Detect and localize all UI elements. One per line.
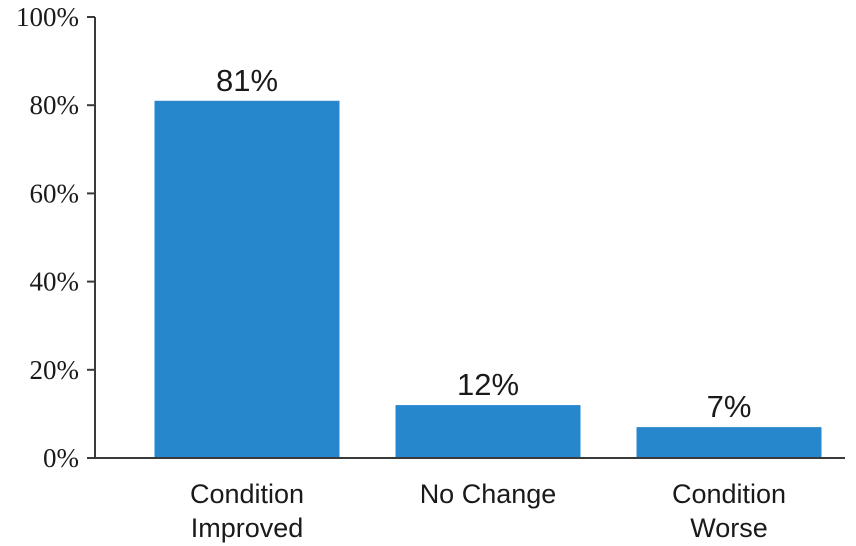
y-axis-ticks: 0% 20% 40% 60% 80% 100% <box>16 2 95 473</box>
x-category-label-line: Improved <box>191 513 304 543</box>
x-category-label: No Change <box>420 479 557 509</box>
y-tick-label: 20% <box>30 355 80 385</box>
bars-group <box>154 100 822 458</box>
bar-data-label: 81% <box>216 63 278 98</box>
y-tick-label: 80% <box>30 90 80 120</box>
x-category-label-line: Worse <box>690 513 768 543</box>
bar-data-label: 12% <box>457 367 519 402</box>
y-tick-label: 40% <box>30 267 80 297</box>
x-axis-category-labels: Condition Improved No Change Condition Worse <box>190 479 786 543</box>
x-category-label: Condition Improved <box>190 479 304 543</box>
x-category-label-line: Condition <box>190 479 304 509</box>
data-labels-group: 81% 12% 7% <box>216 63 751 424</box>
y-tick-label: 0% <box>43 443 79 473</box>
x-category-label: Condition Worse <box>672 479 786 543</box>
x-category-label-line: No Change <box>420 479 557 509</box>
bar <box>636 427 822 458</box>
x-category-label-line: Condition <box>672 479 786 509</box>
y-tick-label: 60% <box>30 178 80 208</box>
bar <box>154 100 340 458</box>
y-tick-label: 100% <box>16 2 79 32</box>
bar <box>395 405 581 458</box>
bar-data-label: 7% <box>707 389 752 424</box>
